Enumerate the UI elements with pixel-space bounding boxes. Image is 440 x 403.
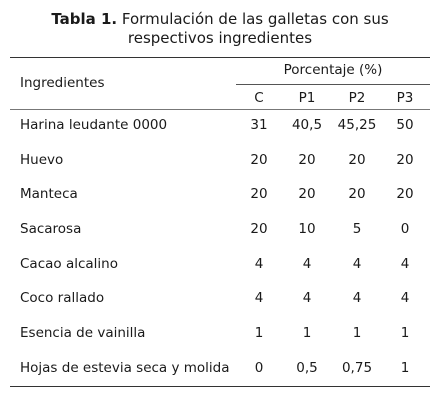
- header-percentage: Porcentaje (%): [283, 62, 383, 78]
- row-value-p1: 40,5: [291, 117, 323, 133]
- row-value-p2: 20: [348, 152, 366, 168]
- row-value-c: 1: [254, 325, 264, 341]
- row-value-p1: 4: [302, 256, 312, 272]
- row-value-p2: 0,75: [341, 360, 373, 376]
- row-value-c: 20: [250, 152, 268, 168]
- row-value-c: 20: [250, 221, 268, 237]
- group-rule: [236, 84, 430, 85]
- header-ingredients: Ingredientes: [20, 75, 105, 91]
- row-value-p1: 20: [298, 186, 316, 202]
- column-header-p3: P3: [396, 90, 414, 106]
- row-value-p2: 5: [352, 221, 362, 237]
- row-ingredient: Hojas de estevia seca y molida: [20, 360, 230, 376]
- column-header-c: C: [254, 90, 264, 106]
- row-ingredient: Coco rallado: [20, 290, 105, 306]
- caption-text: Formulación de las galletas con sus: [121, 10, 389, 28]
- header-rule: [10, 109, 430, 110]
- caption-line-1: Tabla 1. Formulación de las galletas con…: [0, 10, 440, 29]
- row-ingredient: Sacarosa: [20, 221, 82, 237]
- column-header-p1: P1: [298, 90, 316, 106]
- column-header-p2: P2: [348, 90, 366, 106]
- row-value-p3: 4: [400, 290, 410, 306]
- row-value-p1: 0,5: [296, 360, 318, 376]
- caption-line-2: respectivos ingredientes: [127, 29, 313, 47]
- row-value-p3: 1: [400, 360, 410, 376]
- row-value-p2: 4: [352, 256, 362, 272]
- row-value-p2: 45,25: [337, 117, 377, 133]
- row-value-c: 31: [250, 117, 268, 133]
- row-ingredient: Manteca: [20, 186, 78, 202]
- row-ingredient: Harina leudante 0000: [20, 117, 168, 133]
- row-value-p3: 50: [396, 117, 414, 133]
- row-value-p3: 20: [396, 186, 414, 202]
- row-value-c: 4: [254, 256, 264, 272]
- row-ingredient: Cacao alcalino: [20, 256, 118, 272]
- row-value-p1: 10: [298, 221, 316, 237]
- row-value-c: 4: [254, 290, 264, 306]
- row-ingredient: Esencia de vainilla: [20, 325, 146, 341]
- row-value-p2: 20: [348, 186, 366, 202]
- row-value-p3: 20: [396, 152, 414, 168]
- row-ingredient: Huevo: [20, 152, 64, 168]
- bottom-rule: [10, 386, 430, 387]
- caption-label: Tabla 1.: [51, 10, 118, 28]
- row-value-p1: 1: [302, 325, 312, 341]
- row-value-p3: 0: [400, 221, 410, 237]
- row-value-c: 20: [250, 186, 268, 202]
- row-value-p1: 20: [298, 152, 316, 168]
- row-value-p2: 1: [352, 325, 362, 341]
- row-value-p1: 4: [302, 290, 312, 306]
- row-value-p3: 4: [400, 256, 410, 272]
- row-value-p3: 1: [400, 325, 410, 341]
- row-value-p2: 4: [352, 290, 362, 306]
- row-value-c: 0: [254, 360, 264, 376]
- top-rule: [10, 57, 430, 58]
- table-caption: Tabla 1. Formulación de las galletas con…: [0, 10, 440, 48]
